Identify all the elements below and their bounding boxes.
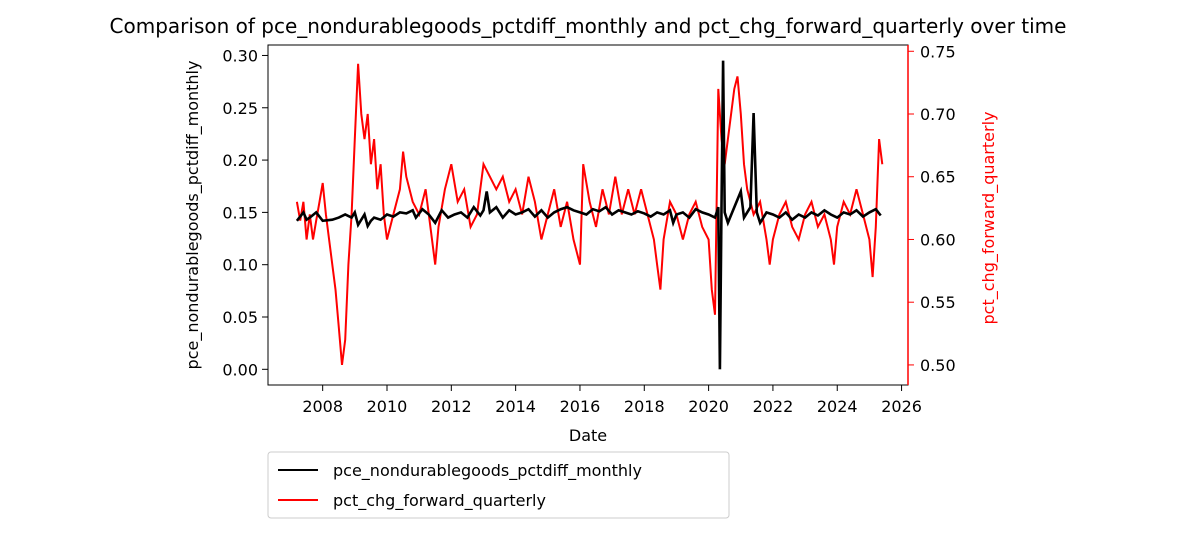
series-line-1 [295,63,884,366]
x-tick-label: 2022 [753,397,794,416]
right-y-tick-label: 0.60 [920,230,956,249]
left-y-tick-label: 0.30 [222,46,258,65]
right-y-tick-label: 0.55 [920,293,956,312]
right-y-axis-ticks: 0.50 0.55 0.60 0.65 0.70 0.75 [908,42,956,375]
legend: pce_nondurablegoods_pctdiff_monthly pct_… [267,451,730,519]
x-tick-label: 2012 [431,397,472,416]
series-line-0 [295,60,882,370]
left-y-tick-label: 0.15 [222,203,258,222]
right-y-axis-label: pct_chg_forward_quarterly [979,112,999,325]
legend-label-forward: pct_chg_forward_quarterly [333,491,546,511]
plot-lines [295,60,884,370]
right-y-tick-label: 0.70 [920,105,956,124]
left-y-tick-label: 0.05 [222,308,258,327]
x-tick-label: 2008 [302,397,343,416]
right-y-tick-label: 0.75 [920,42,956,61]
x-axis-label: Date [569,426,607,445]
x-tick-label: 2010 [367,397,408,416]
right-y-tick-label: 0.50 [920,356,956,375]
x-axis-ticks: 2008 2010 2012 2014 2016 2018 2020 2022 2024 2026 [302,385,922,416]
left-y-tick-label: 0.25 [222,99,258,118]
right-y-tick-label: 0.65 [920,168,956,187]
left-y-tick-label: 0.00 [222,360,258,379]
x-tick-label: 2014 [495,397,536,416]
x-tick-label: 2018 [624,397,665,416]
legend-box [267,451,730,519]
x-tick-label: 2024 [817,397,858,416]
left-y-tick-label: 0.10 [222,256,258,275]
x-tick-label: 2016 [560,397,601,416]
x-tick-label: 2020 [688,397,729,416]
left-y-axis-label: pce_nondurablegoods_pctdiff_monthly [183,61,203,370]
left-y-tick-label: 0.20 [222,151,258,170]
legend-label-pce: pce_nondurablegoods_pctdiff_monthly [333,461,642,481]
x-tick-label: 2026 [881,397,922,416]
chart-title: Comparison of pce_nondurablegoods_pctdif… [110,14,1067,38]
left-y-axis-ticks: 0.00 0.05 0.10 0.15 0.20 0.25 0.30 [222,46,268,379]
